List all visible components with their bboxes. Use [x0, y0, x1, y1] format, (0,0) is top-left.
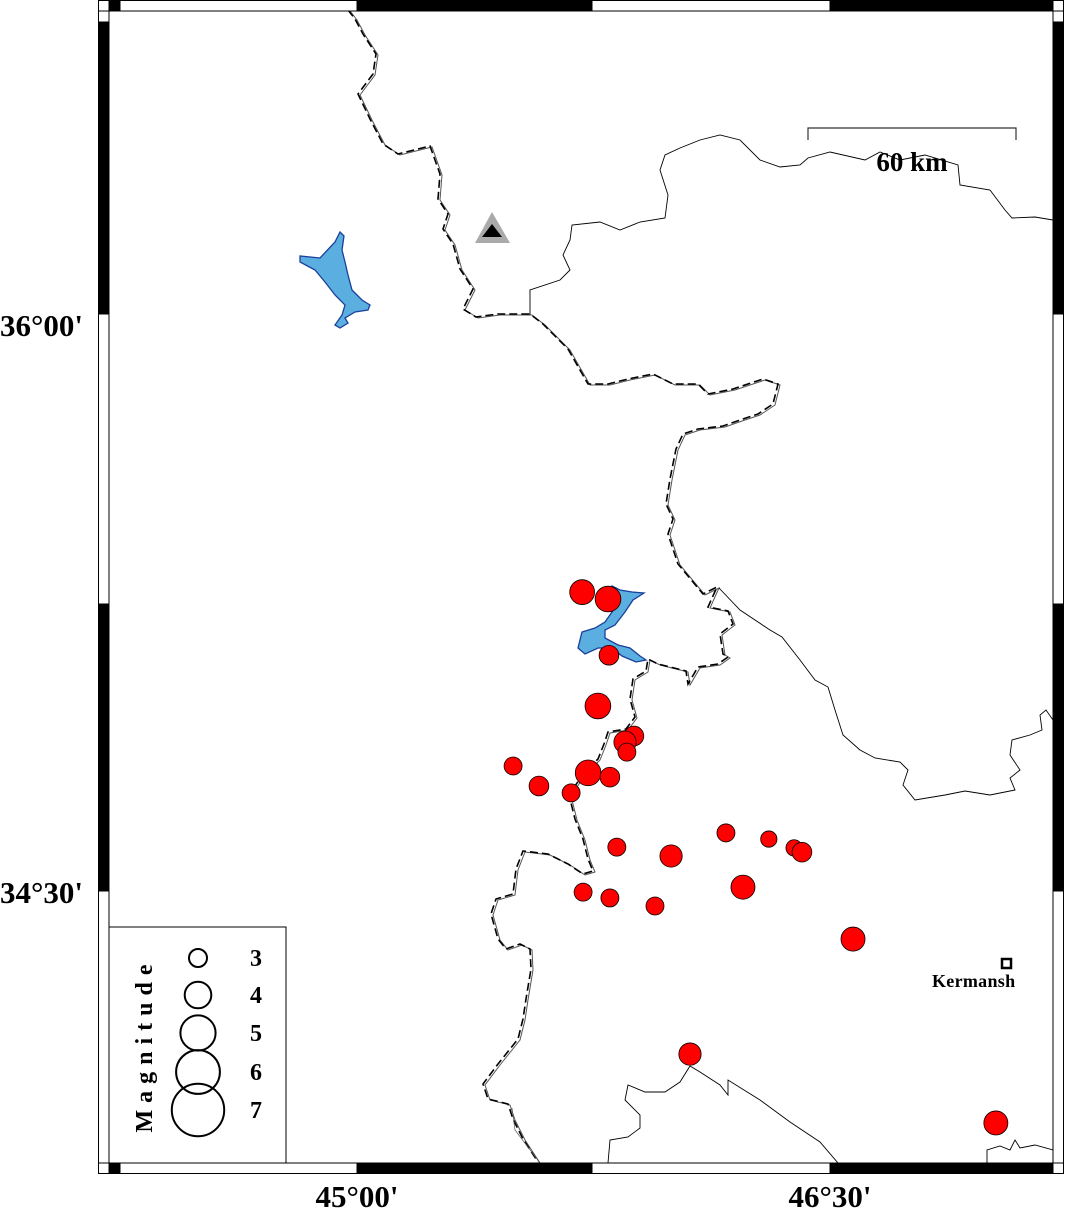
legend-circle-icon [188, 948, 208, 968]
earthquake-event [573, 882, 593, 902]
frame-segment [98, 10, 110, 23]
map-frame [98, 0, 1064, 1174]
frame-segment [356, 1162, 593, 1174]
frame-segment [1052, 603, 1064, 892]
earthquake-event [730, 874, 756, 900]
earthquake-event [659, 844, 683, 868]
legend-circle-icon [170, 1082, 226, 1138]
earthquake-events [503, 579, 1009, 1136]
lon-label-46-30: 46°30' [788, 1179, 871, 1212]
frame-segment [829, 1162, 1054, 1174]
earthquake-event [503, 756, 523, 776]
earthquake-event [645, 896, 665, 916]
earthquake-event [983, 1110, 1009, 1136]
earthquake-event [574, 759, 602, 787]
earthquake-event [678, 1042, 702, 1066]
lat-label-36-00: 36°00' [0, 308, 83, 343]
frame-segment [98, 0, 110, 12]
frame-segment [356, 0, 593, 12]
earthquake-event [528, 775, 550, 797]
earthquake-event [607, 837, 627, 857]
earthquake-event [760, 830, 778, 848]
legend-label: 5 [250, 1021, 262, 1047]
frame-segment [1052, 890, 1064, 1164]
frame-segment [119, 1162, 358, 1174]
legend: Magnitude 3 4 5 6 7 [109, 926, 287, 1163]
boundary-south [689, 1065, 839, 1163]
frame-segment [829, 0, 1054, 12]
earthquake-event [791, 841, 813, 863]
boundary-south-inner [511, 1107, 541, 1163]
frame-segment [108, 1162, 121, 1174]
frame-segment [98, 21, 110, 315]
frame-segment [591, 1162, 831, 1174]
earthquake-event [599, 766, 621, 788]
lake-south [577, 584, 648, 663]
frame-segment [108, 0, 121, 12]
frame-segment [1052, 1162, 1064, 1174]
lake-north [299, 230, 371, 329]
earthquake-event [569, 579, 595, 605]
earthquake-event [617, 742, 637, 762]
earthquake-event [716, 823, 736, 843]
city-square-icon [1000, 957, 1013, 970]
earthquake-event [584, 692, 612, 720]
earthquake-event [598, 644, 620, 666]
legend-circle-icon [183, 980, 213, 1010]
boundary-south-west [607, 1065, 691, 1163]
legend-label: 7 [250, 1098, 262, 1124]
scale-bar: 60 km [807, 127, 1017, 177]
city-label: Kermansh [932, 971, 1015, 991]
map-content: Kermansh 60 km Magnitude 3 4 5 6 7 [109, 11, 1053, 1163]
legend-label: 4 [250, 983, 262, 1009]
frame-segment [1052, 313, 1064, 605]
frame-segment [1052, 0, 1064, 12]
map-inner-border [108, 10, 1054, 1164]
frame-segment [98, 313, 110, 605]
boundary-south-east [986, 1139, 1053, 1163]
earthquake-event [840, 926, 866, 952]
station-triangle-icon [475, 212, 510, 243]
frame-segment [591, 0, 831, 12]
boundary-east [718, 587, 1053, 801]
legend-label: 6 [250, 1060, 262, 1086]
international-border [347, 11, 781, 1163]
frame-segment [1052, 10, 1064, 23]
earthquake-event [561, 783, 581, 803]
frame-segment [1052, 21, 1064, 315]
scale-bar-label: 60 km [876, 147, 948, 177]
province-boundaries [511, 134, 1053, 1163]
earthquake-event [600, 888, 620, 908]
legend-circle-icon [175, 1049, 221, 1095]
frame-segment [98, 1162, 110, 1174]
legend-label: 3 [250, 946, 262, 972]
lon-label-45-00: 45°00' [315, 1179, 398, 1212]
boundary-north [529, 134, 1053, 315]
earthquake-event [594, 585, 622, 613]
legend-title: Magnitude [132, 957, 158, 1132]
frame-segment [119, 0, 358, 12]
frame-segment [98, 890, 110, 1164]
lat-label-34-30: 34°30' [0, 875, 83, 910]
frame-segment [98, 603, 110, 892]
